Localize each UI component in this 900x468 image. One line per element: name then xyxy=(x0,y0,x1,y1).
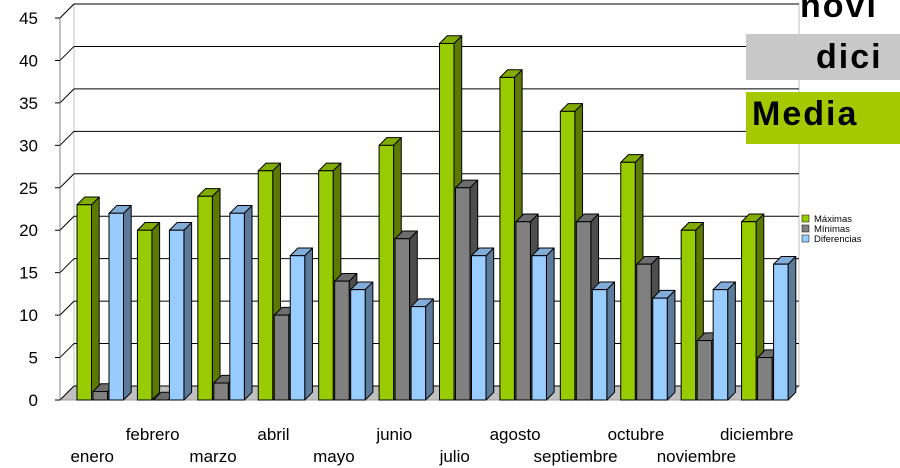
gridline-diagonal xyxy=(59,385,75,401)
x-tick-label-abril: abril xyxy=(257,425,289,444)
bars xyxy=(76,35,797,401)
bar-Diferencias-julio xyxy=(471,247,495,401)
bar-Máximas-marzo xyxy=(197,188,221,401)
bar-Diferencias-diciembre xyxy=(773,255,797,401)
x-tick-label-agosto: agosto xyxy=(490,425,541,444)
overlay-media-label: Media xyxy=(746,92,900,144)
bar-Diferencias-marzo xyxy=(229,205,253,401)
legend-swatch-Diferencias xyxy=(801,234,810,243)
legend-label-Diferencias: Diferencias xyxy=(814,234,862,245)
y-tick-label: 30 xyxy=(19,136,38,155)
gridline-diagonal xyxy=(59,173,75,189)
x-tick-label-diciembre: diciembre xyxy=(720,425,794,444)
chart-walls xyxy=(58,2,801,402)
x-axis: enero febrero marzo abril mayo junio julio agos… xyxy=(70,425,793,466)
bar-Diferencias-agosto xyxy=(531,247,555,401)
bar-Diferencias-septiembre xyxy=(591,281,616,401)
gridline-diagonal xyxy=(59,300,75,316)
y-tick-label: 45 xyxy=(19,9,38,28)
x-tick-label-marzo: marzo xyxy=(189,447,236,466)
bar-Diferencias-enero xyxy=(108,205,132,401)
gridlines xyxy=(59,3,799,401)
legend-label-Mínimas: Mínimas xyxy=(814,224,850,235)
bar-Diferencias-febrero xyxy=(168,222,193,401)
gridline-diagonal xyxy=(59,258,75,274)
y-tick-label: 10 xyxy=(19,306,38,325)
y-tick-label: 5 xyxy=(29,349,38,368)
bar-Diferencias-abril xyxy=(289,247,313,401)
bar-Máximas-febrero xyxy=(136,222,161,401)
x-tick-label-febrero: febrero xyxy=(126,425,180,444)
back-wall xyxy=(73,3,800,387)
x-tick-label-mayo: mayo xyxy=(313,447,355,466)
gridline-diagonal xyxy=(59,3,75,19)
legend-label-Máximas: Máximas xyxy=(814,214,852,225)
bar-Diferencias-octubre xyxy=(652,289,676,401)
y-tick-label: 15 xyxy=(19,264,38,283)
legend-swatch-Mínimas xyxy=(801,224,810,233)
x-tick-label-enero: enero xyxy=(70,447,113,466)
y-tick-label: 35 xyxy=(19,94,38,113)
gridline-diagonal xyxy=(59,46,75,61)
bar-Máximas-enero xyxy=(76,196,100,401)
y-tick-label: 25 xyxy=(19,179,38,198)
gridline-diagonal xyxy=(59,215,75,231)
y-tick-label: 0 xyxy=(29,391,38,410)
overlay-noviembre-label: novi xyxy=(800,0,878,25)
legend-swatch-Máximas xyxy=(801,214,810,223)
y-tick-label: 20 xyxy=(19,221,38,240)
x-tick-label-julio: julio xyxy=(439,447,470,466)
x-tick-label-octubre: octubre xyxy=(608,425,665,444)
bar-Diferencias-junio xyxy=(410,298,434,401)
gridline-diagonal xyxy=(59,88,75,104)
overlay-diciembre-label: dici xyxy=(746,34,900,80)
bar-Diferencias-noviembre xyxy=(712,281,736,401)
gridline-diagonal xyxy=(59,343,75,358)
bar-Diferencias-mayo xyxy=(350,281,374,401)
x-tick-label-noviembre: noviembre xyxy=(657,447,736,466)
x-tick-label-septiembre: septiembre xyxy=(533,447,617,466)
x-tick-label-junio: junio xyxy=(375,425,412,444)
side-wall xyxy=(59,2,75,402)
y-axis: 0 5 10 15 20 25 30 35 40 45 xyxy=(19,9,61,410)
y-tick-label: 40 xyxy=(19,51,38,70)
gridline-diagonal xyxy=(59,130,75,146)
